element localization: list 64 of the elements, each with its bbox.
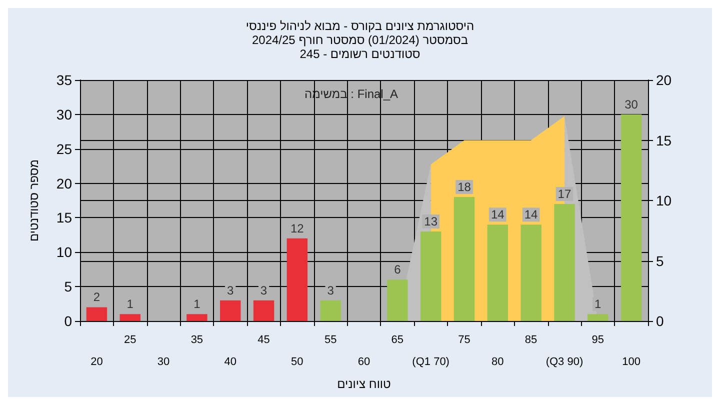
x-tick-label: 35 [190, 334, 204, 346]
x-tick-label: (Q1 70) [412, 356, 450, 368]
bar [554, 204, 575, 321]
bar [620, 114, 642, 321]
data-label: 17 [558, 186, 572, 201]
y-tick-label: 30 [56, 106, 72, 122]
bar [86, 307, 108, 321]
bar [220, 300, 241, 321]
bar [387, 280, 408, 321]
bar [186, 314, 208, 321]
x-tick-label: 100 [622, 356, 640, 368]
data-label: 14 [490, 208, 505, 222]
y2-tick-label: 15 [656, 132, 672, 148]
data-label: 1 [194, 297, 201, 312]
y2-tick-label: 10 [656, 192, 672, 208]
x-tick-label: 60 [358, 356, 370, 368]
x-tick-label: 75 [458, 334, 470, 346]
bar [286, 238, 308, 321]
data-label: 14 [524, 208, 538, 222]
x-tick-label: 85 [524, 334, 538, 346]
x-tick-label: (Q3 90) [546, 356, 584, 368]
x-tick-label: 30 [157, 356, 170, 368]
data-label: 3 [327, 283, 334, 298]
data-label: 13 [424, 214, 438, 228]
bar [420, 231, 442, 321]
x-tick-label: 20 [90, 356, 103, 368]
bar [487, 224, 508, 321]
data-label: 12 [290, 221, 304, 236]
bar [454, 197, 475, 321]
x-tick-label: 25 [124, 334, 136, 346]
y-tick-label: 25 [56, 140, 72, 157]
data-label: 3 [260, 283, 268, 298]
y-tick-label: 15 [56, 210, 72, 226]
data-label: 1 [594, 297, 602, 312]
x-tick-label: 65 [391, 334, 404, 346]
data-label: 3 [227, 283, 234, 298]
bar [120, 314, 140, 321]
y-tick-label: 0 [64, 313, 72, 329]
chart-subtitle: בסמסטר (01/2024) סמסטר חורף 2024/25 סטודנטים רשומים - 245 [252, 33, 468, 61]
x-tick-label: 80 [492, 356, 504, 368]
data-label: 2 [93, 290, 100, 304]
y2-tick-label: 20 [656, 72, 672, 88]
y-axis-title: מספר סטודנטים [27, 159, 41, 242]
y-tick-label: 20 [56, 175, 72, 192]
y2-tick-label: 5 [656, 252, 664, 269]
data-label: 1 [126, 297, 134, 312]
y-tick-label: 5 [64, 278, 72, 295]
x-tick-label: 95 [592, 334, 604, 346]
bar [320, 300, 341, 321]
x-tick-label: 40 [224, 356, 236, 368]
chart-title: היסטוגרמת ציונים בקורס - מבוא לניהול פיננסי [246, 19, 474, 33]
x-tick-label: 55 [324, 334, 337, 346]
data-label: 6 [394, 262, 402, 277]
data-label: 18 [458, 180, 472, 194]
y2-tick-label: 0 [656, 313, 664, 329]
y-tick-label: 35 [56, 72, 72, 88]
x-axis-title: טווח ציונים [337, 376, 392, 391]
bar [520, 224, 542, 321]
y-tick-label: 10 [56, 244, 72, 260]
x-tick-label: 50 [291, 356, 304, 368]
bar [253, 300, 274, 321]
x-tick-label: 45 [258, 334, 270, 346]
bar [588, 314, 608, 321]
data-label: 30 [624, 97, 638, 112]
